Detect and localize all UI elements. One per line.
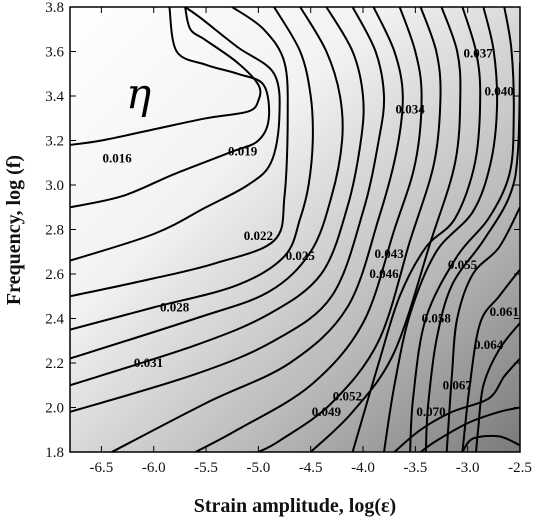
- contour-line-19: [393, 357, 520, 452]
- contour-labels: 0.016 0.019 0.022 0.025 0.028 0.031 0.034 0.037…: [102, 46, 518, 419]
- contour-label-0.016: 0.016: [102, 150, 132, 165]
- y-axis-title: Frequency, log (f): [3, 155, 25, 305]
- contour-line-6: [70, 7, 365, 387]
- contour-line-4: [70, 7, 314, 331]
- contour-label-0.040: 0.040: [484, 84, 513, 99]
- contour-line-18: [475, 322, 520, 452]
- contour-label-0.061: 0.061: [490, 304, 519, 319]
- contour-line-10: [257, 7, 442, 452]
- eta-symbol: η: [126, 69, 151, 118]
- contour-label-0.058: 0.058: [422, 311, 452, 326]
- y-tick-label: 3.2: [45, 134, 64, 150]
- contour-label-0.037: 0.037: [464, 46, 494, 61]
- contour-line-3: [70, 7, 289, 298]
- y-tick-label: 3.4: [45, 89, 64, 105]
- x-tick-label: -5.5: [194, 460, 218, 476]
- contour-label-0.031: 0.031: [134, 355, 163, 370]
- contour-line-9: [195, 7, 423, 452]
- x-tick-label: -4.0: [351, 460, 375, 476]
- contour-line-0: [70, 7, 262, 146]
- contour-label-0.034: 0.034: [395, 101, 425, 116]
- contour-label-0.025: 0.025: [286, 248, 316, 263]
- contour-label-0.070: 0.070: [416, 404, 445, 419]
- contour-label-0.064: 0.064: [474, 337, 504, 352]
- contour-line-14: [409, 7, 515, 452]
- y-tick-label: 2.2: [45, 356, 64, 372]
- contour-line-13: [383, 7, 499, 452]
- contour-label-0.046: 0.046: [369, 266, 399, 281]
- contour-label-0.019: 0.019: [228, 144, 258, 159]
- x-tick-label: -5.0: [246, 460, 270, 476]
- contour-line-2: [70, 7, 281, 262]
- contour-line-1: [70, 7, 271, 209]
- x-tick-label: -4.5: [299, 460, 323, 476]
- x-tick-label: -3.0: [456, 460, 480, 476]
- x-axis-title: Strain amplitude, log(ε): [194, 495, 396, 517]
- contour-line-8: [111, 7, 404, 452]
- y-tick-label: 1.8: [45, 445, 64, 461]
- contour-label-0.022: 0.022: [244, 228, 273, 243]
- contour-line-11: [310, 7, 462, 452]
- x-tick-label: -3.5: [403, 460, 427, 476]
- x-tick-label: -6.5: [90, 460, 114, 476]
- contour-line-15: [424, 62, 520, 452]
- contour-label-0.052: 0.052: [333, 388, 362, 403]
- contour-label-0.067: 0.067: [443, 377, 473, 392]
- y-tick-label: 2.6: [45, 267, 64, 283]
- contour-line-7: [70, 7, 386, 413]
- contour-line-20: [420, 406, 520, 452]
- contour-label-0.043: 0.043: [375, 246, 405, 261]
- y-tick-label: 2.0: [45, 401, 64, 417]
- y-tick-label: 2.8: [45, 223, 64, 239]
- contour-line-12: [351, 7, 482, 452]
- contour-line-21: [461, 434, 520, 452]
- y-tick-label: 3.8: [45, 0, 64, 16]
- y-tick-label: 3.6: [45, 45, 64, 61]
- contour-label-0.028: 0.028: [160, 299, 190, 314]
- y-tick-label: 3.0: [45, 178, 64, 194]
- contour-line-5: [70, 7, 344, 360]
- x-tick-label: -2.5: [508, 460, 532, 476]
- contour-label-0.049: 0.049: [312, 404, 342, 419]
- contour-line-16: [445, 206, 520, 452]
- x-tick-label: -6.0: [142, 460, 166, 476]
- x-axis: -6.5 -6.0 -5.5 -5.0 -4.5 -4.0 -3.5 -3.0 -2.5: [90, 7, 532, 476]
- y-axis: 1.8 2.0 2.2 2.4 2.6 2.8 3.0 3.2 3.4 3.6 3.8: [45, 0, 520, 461]
- contour-label-0.055: 0.055: [448, 257, 478, 272]
- contour-line-17: [461, 268, 520, 452]
- contour-lines: [70, 7, 520, 452]
- y-tick-label: 2.4: [45, 312, 64, 328]
